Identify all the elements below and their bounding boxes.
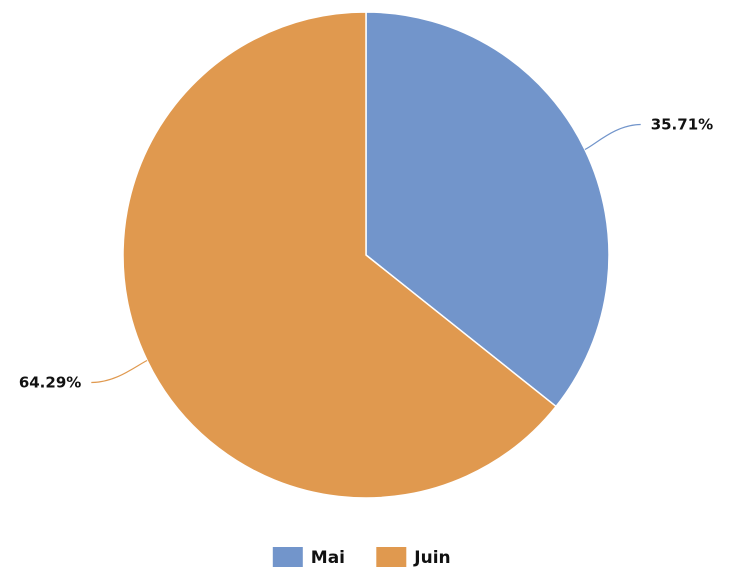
legend-label-mai: Mai	[311, 548, 345, 568]
pie-slice-juin	[122, 11, 558, 499]
slice-value-label-juin: 64.29%	[19, 374, 81, 392]
legend-label-juin: Juin	[413, 548, 450, 568]
slice-value-label-mai: 35.71%	[651, 116, 713, 134]
legend-swatch-mai	[272, 547, 303, 567]
legend: Mai Juin	[272, 547, 451, 568]
leader-line-juin	[91, 359, 148, 384]
pie-slices	[122, 11, 610, 499]
slice-labels: 35.71% 64.29%	[19, 116, 713, 392]
legend-swatch-juin	[376, 547, 407, 567]
leader-lines	[91, 123, 641, 384]
leader-line-mai	[584, 123, 641, 151]
